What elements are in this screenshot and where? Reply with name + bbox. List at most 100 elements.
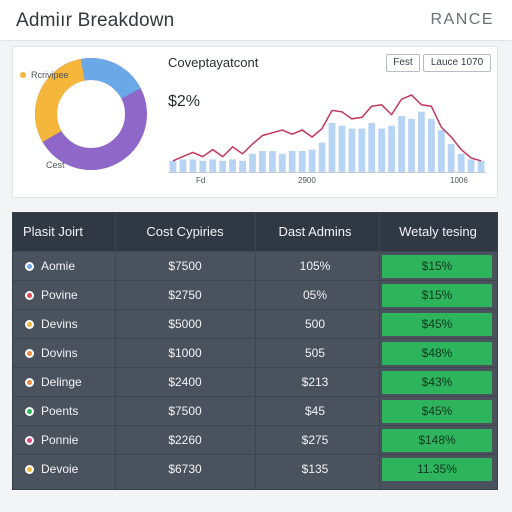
- row-admins: $45: [304, 404, 326, 418]
- table-row[interactable]: Aomie $7500 105% $15%: [13, 251, 497, 281]
- column-header[interactable]: Wetaly tesing: [399, 224, 477, 239]
- x-tick-label: 2900: [298, 176, 316, 185]
- app-header: Admiır Breakdown RANCE: [0, 0, 512, 41]
- status-dot-icon: [25, 378, 34, 387]
- column-divider: [379, 213, 380, 489]
- chart-bar: [229, 159, 236, 172]
- row-admins: $135: [301, 462, 329, 476]
- row-name: Poents: [41, 404, 79, 418]
- fest-button[interactable]: Fest: [386, 54, 420, 72]
- lauce-button[interactable]: Lauce 1070: [423, 54, 491, 72]
- chart-bar: [219, 160, 227, 172]
- chart-bar: [358, 128, 366, 172]
- status-dot-icon: [25, 436, 34, 445]
- column-divider: [255, 213, 256, 489]
- chart-bar: [179, 159, 187, 172]
- row-admins: 505: [304, 346, 326, 360]
- donut-segment-yellow: [35, 58, 86, 142]
- chart-bar: [298, 151, 306, 172]
- chart-bar: [269, 151, 276, 172]
- table-row[interactable]: Ponnie $2260 $275 $148%: [13, 425, 497, 455]
- row-rate-badge: 11.35%: [382, 458, 492, 481]
- table-row[interactable]: Devins $5000 500 $45%: [13, 309, 497, 339]
- status-dot-icon: [25, 291, 34, 300]
- table-row[interactable]: Devoie $6730 $135 11.35%: [13, 454, 497, 484]
- donut-legend: Rcrivipee: [20, 70, 69, 80]
- row-name: Povine: [41, 288, 78, 302]
- row-cost: $2750: [168, 288, 202, 302]
- chart-bar: [169, 160, 177, 172]
- row-cost: $5000: [168, 317, 202, 331]
- chart-bar: [318, 142, 326, 172]
- row-admins: $275: [301, 433, 329, 447]
- row-rate-badge: $48%: [382, 342, 492, 365]
- chart-bar: [259, 151, 266, 172]
- donut-segment-blue: [80, 58, 141, 99]
- row-name: Dovins: [41, 346, 78, 360]
- row-rate-badge: $148%: [382, 429, 492, 452]
- data-table: Plasit Joirt Cost Cypiries Dast Admins W…: [12, 212, 498, 490]
- row-admins: $213: [301, 375, 329, 389]
- chart-bar: [199, 160, 207, 172]
- chart-bar: [437, 130, 445, 172]
- row-name: Devoie: [41, 462, 79, 476]
- row-name: Devins: [41, 317, 78, 331]
- page-title: Admiır Breakdown: [16, 10, 175, 31]
- row-rate-badge: $43%: [382, 371, 492, 394]
- chart-bar: [189, 159, 197, 172]
- column-header[interactable]: Plasit Joirt: [23, 224, 83, 239]
- chart-bar: [378, 128, 386, 172]
- table-row[interactable]: Dovins $1000 505 $48%: [13, 338, 497, 368]
- row-name: Ponnie: [41, 433, 79, 447]
- status-dot-icon: [25, 407, 34, 416]
- chart-bar: [447, 144, 455, 172]
- column-header[interactable]: Dast Admins: [278, 224, 352, 239]
- status-dot-icon: [25, 320, 34, 329]
- chart-bar: [249, 153, 256, 172]
- chart-bar: [368, 123, 376, 172]
- row-cost: $7500: [168, 404, 202, 418]
- status-dot-icon: [25, 349, 34, 358]
- chart-line: [172, 94, 482, 162]
- chart-bar: [408, 118, 415, 172]
- chart-bar: [467, 159, 475, 172]
- column-divider: [115, 213, 116, 489]
- brand-logo: RANCE: [430, 11, 494, 28]
- chart-bar: [477, 160, 485, 172]
- x-tick-label: 1006: [450, 176, 468, 185]
- row-rate-badge: $15%: [382, 255, 492, 278]
- chart-bar: [457, 153, 465, 172]
- chart-bar: [308, 149, 316, 172]
- chart-bar: [388, 125, 395, 172]
- chart-bar: [348, 128, 356, 172]
- chart-bar: [278, 153, 286, 172]
- row-cost: $1000: [168, 346, 202, 360]
- row-cost: $2400: [168, 375, 202, 389]
- row-admins: 105%: [299, 259, 331, 273]
- row-name: Aomie: [41, 259, 76, 273]
- chart-bar: [398, 116, 405, 172]
- chart-bar: [428, 118, 435, 172]
- table-row[interactable]: Poents $7500 $45 $45%: [13, 396, 497, 426]
- donut-svg: [35, 58, 147, 170]
- column-header[interactable]: Cost Cypiries: [146, 224, 224, 239]
- chart-percent: $2%: [168, 93, 201, 110]
- bar-line-chart: [168, 94, 486, 173]
- row-name: Delinge: [41, 375, 82, 389]
- chart-bar: [209, 159, 217, 172]
- table-row[interactable]: Delinge $2400 $213 $43%: [13, 367, 497, 397]
- donut-caption: Cest: [46, 160, 65, 170]
- row-rate-badge: $15%: [382, 284, 492, 307]
- row-admins: 500: [304, 317, 326, 331]
- chart-bar: [418, 111, 425, 172]
- donut-chart: [20, 52, 170, 192]
- row-rate-badge: $45%: [382, 400, 492, 423]
- status-dot-icon: [25, 262, 34, 271]
- row-cost: $7500: [168, 259, 202, 273]
- row-admins: 05%: [302, 288, 328, 302]
- status-dot-icon: [25, 465, 34, 474]
- chart-bar: [239, 160, 246, 172]
- row-rate-badge: $45%: [382, 313, 492, 336]
- table-row[interactable]: Povine $2750 05% $15%: [13, 280, 497, 310]
- row-cost: $6730: [168, 462, 202, 476]
